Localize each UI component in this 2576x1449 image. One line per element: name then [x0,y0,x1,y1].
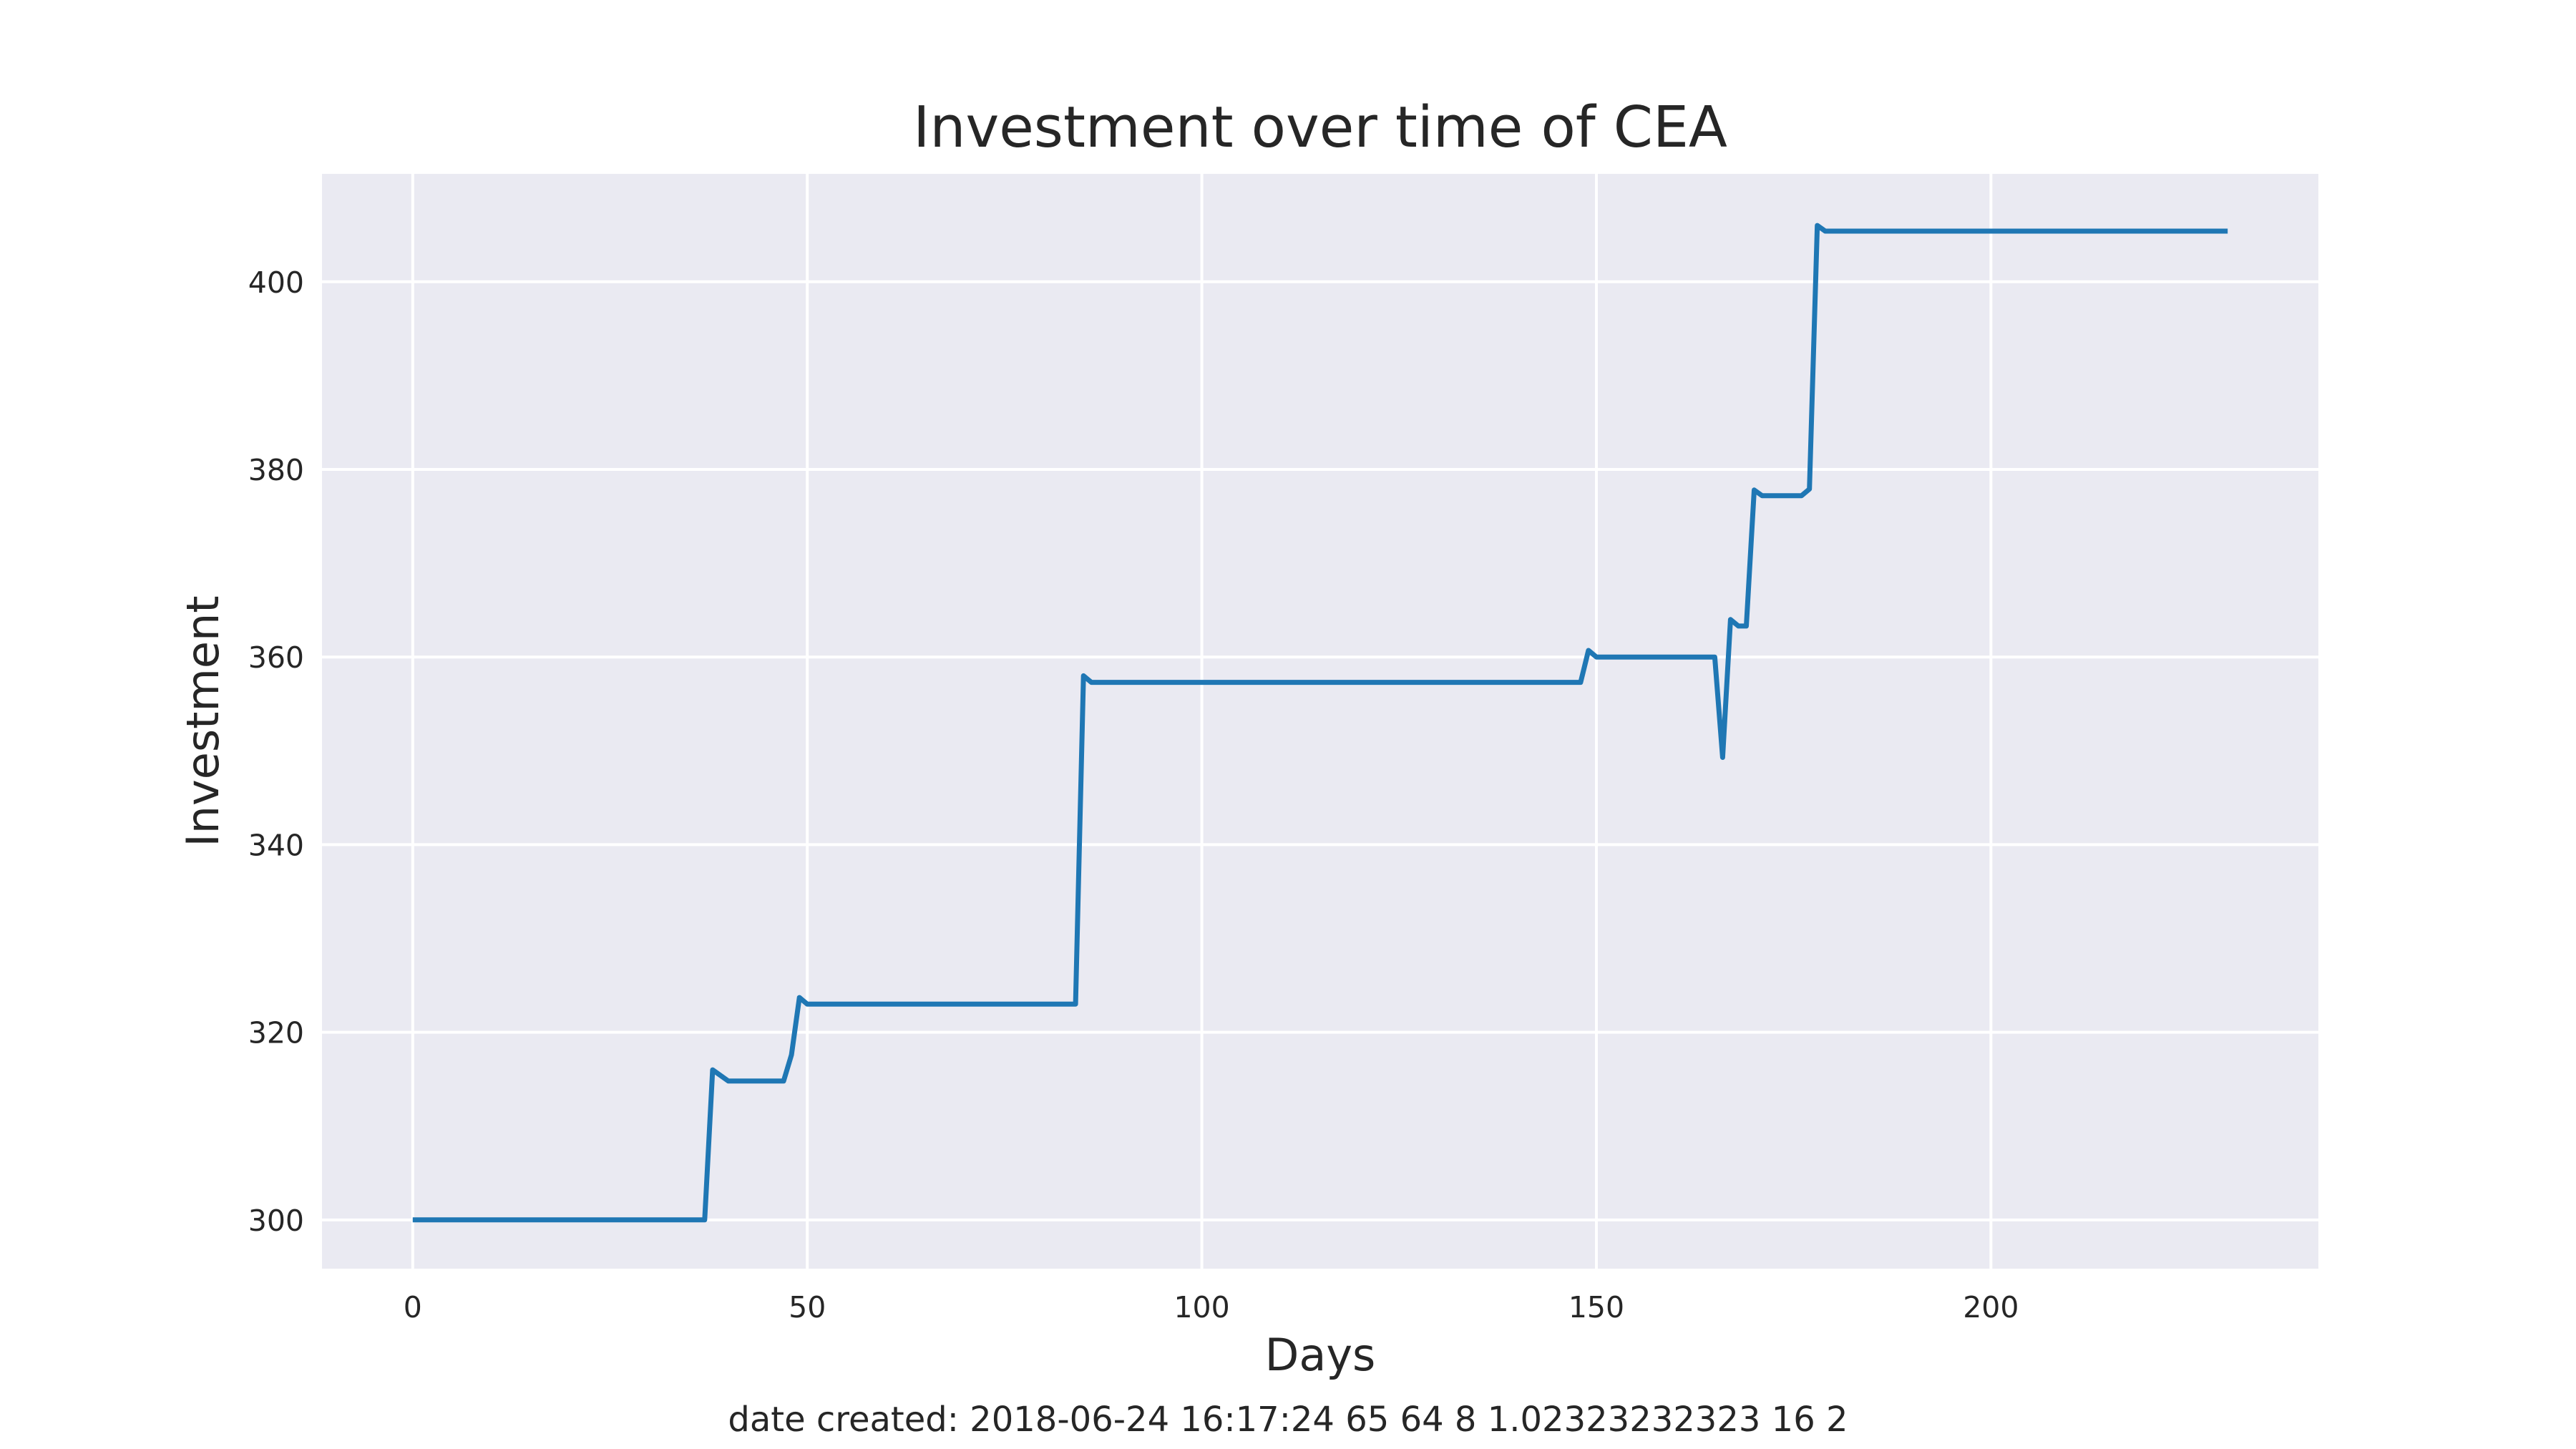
x-tick-label: 0 [404,1290,422,1324]
x-tick-labels: 0 50 100 150 200 [404,1290,2019,1324]
y-axis-label: Investment [177,595,229,847]
y-tick-label: 320 [248,1016,304,1050]
x-tick-label: 50 [789,1290,826,1324]
x-axis-label: Days [1265,1329,1376,1381]
series-group [412,223,2228,1223]
x-tick-label: 100 [1174,1290,1229,1324]
x-tick-label: 200 [1963,1290,2019,1324]
y-tick-label: 300 [248,1204,304,1238]
footer-date-created: date created: 2018-06-24 16:17:24 65 64 … [728,1400,1848,1440]
chart-title: Investment over time of CEA [913,94,1727,160]
x-tick-label: 150 [1568,1290,1624,1324]
y-tick-label: 400 [248,265,304,300]
y-tick-labels: 300 320 340 360 380 400 [248,265,304,1238]
y-tick-label: 340 [248,828,304,862]
y-tick-label: 360 [248,640,304,675]
y-tick-label: 380 [248,453,304,487]
series-line-0 [412,223,2228,1223]
plot-area [322,174,2318,1269]
